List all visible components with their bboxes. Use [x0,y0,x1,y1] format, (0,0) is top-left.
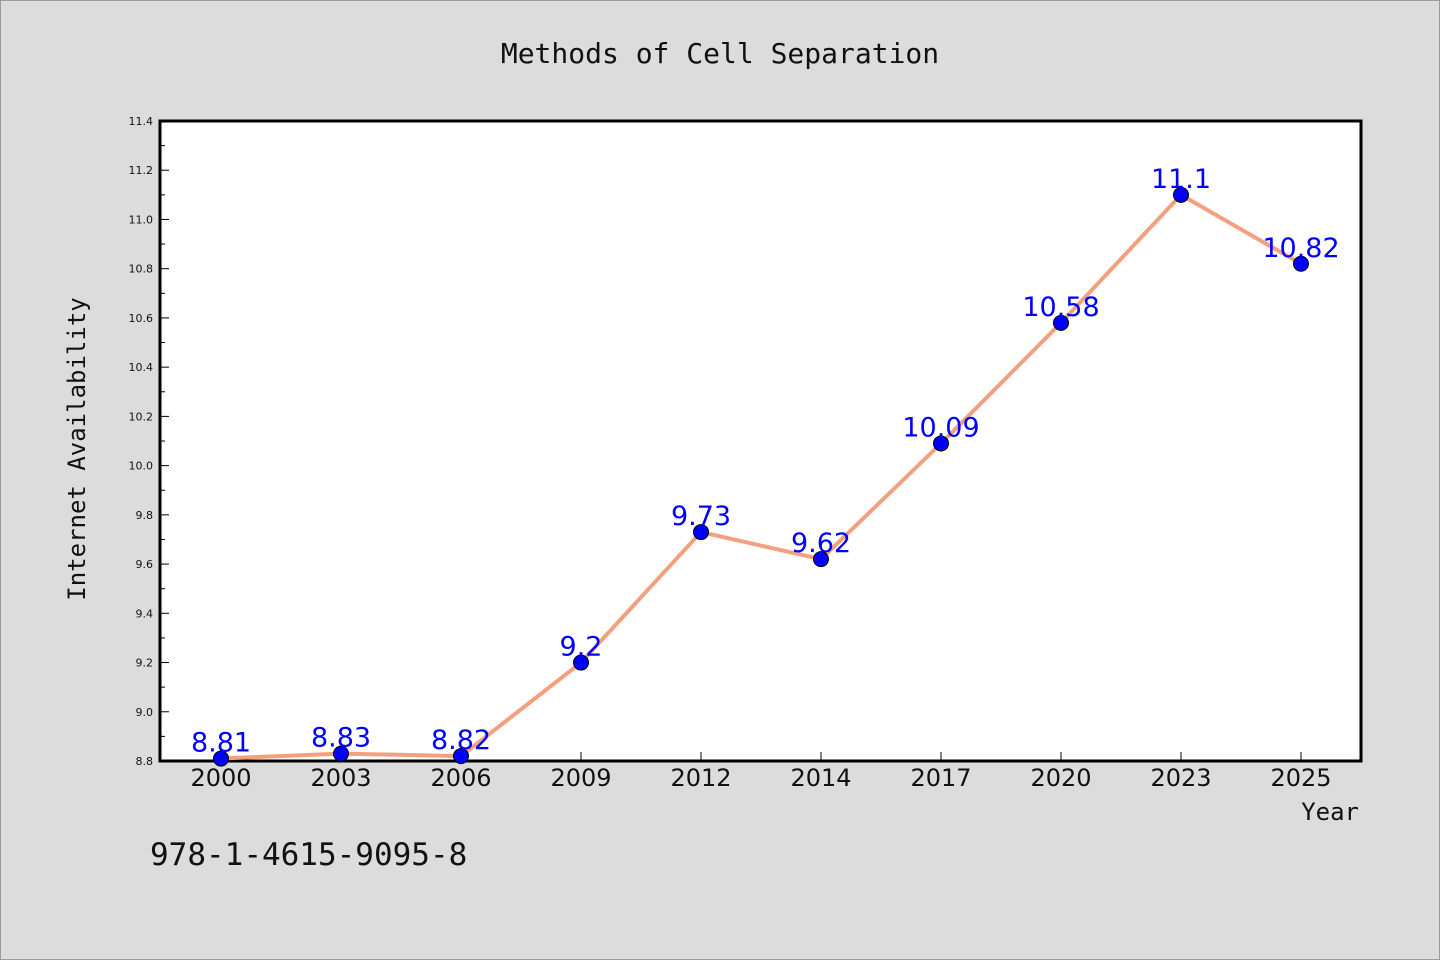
y-tick-label: 10.0 [129,460,154,473]
x-tick-label: 2014 [790,764,851,792]
data-point-label: 8.83 [311,723,371,754]
y-tick-label: 9.2 [136,657,154,670]
data-point-marker [1173,186,1189,203]
data-point-marker [573,654,589,671]
x-tick-label: 2012 [670,764,731,792]
y-tick-label: 11.0 [129,213,154,226]
x-tick-label: 2020 [1030,764,1091,792]
data-point-label: 9.2 [560,632,603,663]
data-point-label: 9.73 [671,501,731,532]
y-tick-label: 9.6 [136,558,154,571]
x-tick-label: 2006 [430,764,491,792]
x-axis-ticks: 2000 2003 2006 2009 2012 2014 2017 2020 2023 2025 [190,752,1332,792]
x-tick-label: 2025 [1270,764,1331,792]
y-axis-ticks: 8.8 9.0 9.2 9.4 9.6 9.8 10.0 10.2 10.4 10.6 10.8 11… [129,115,169,768]
data-point-label: 11.1 [1151,164,1211,195]
x-tick-label: 2023 [1150,764,1211,792]
x-tick-label: 2017 [910,764,971,792]
data-point-label: 10.58 [1022,292,1099,323]
data-point-marker [213,750,229,767]
chart-title: Methods of Cell Separation [501,37,939,70]
x-tick-label: 2000 [190,764,251,792]
data-point-marker [453,748,469,765]
series-line [220,192,1302,761]
data-point-marker [933,435,949,452]
data-labels: 8.81 8.83 8.82 9.2 9.73 9.62 10.09 10.58 11.1 10.… [191,164,1340,759]
y-tick-label: 9.4 [136,607,154,620]
footnote: 978-1-4615-9095-8 [150,837,467,873]
y-tick-label: 11.4 [129,115,154,128]
data-point-label: 10.82 [1262,233,1339,264]
data-point-marker [1053,314,1069,331]
y-tick-label: 8.8 [136,755,154,768]
plot-area [158,119,1363,763]
data-point-label: 8.82 [431,725,491,756]
data-point-marker [333,745,349,762]
data-point-marker [1293,255,1309,272]
y-tick-label: 9.8 [136,509,154,522]
data-point-label: 10.09 [902,412,979,443]
y-tick-label: 10.6 [129,312,154,325]
data-point-marker [693,524,709,541]
y-tick-label: 11.2 [129,164,154,177]
data-point-marker [813,551,829,568]
x-tick-label: 2009 [550,764,611,792]
y-axis-label: Internet Availability [63,297,91,600]
x-tick-label: 2003 [310,764,371,792]
y-tick-label: 9.0 [136,706,154,719]
y-tick-label: 10.4 [129,361,154,374]
data-markers [213,186,1309,767]
data-point-label: 8.81 [191,728,251,759]
y-tick-label: 10.8 [129,263,154,276]
y-tick-label: 10.2 [129,410,154,423]
x-axis-label: Year [1301,798,1359,826]
data-point-label: 9.62 [791,528,851,559]
